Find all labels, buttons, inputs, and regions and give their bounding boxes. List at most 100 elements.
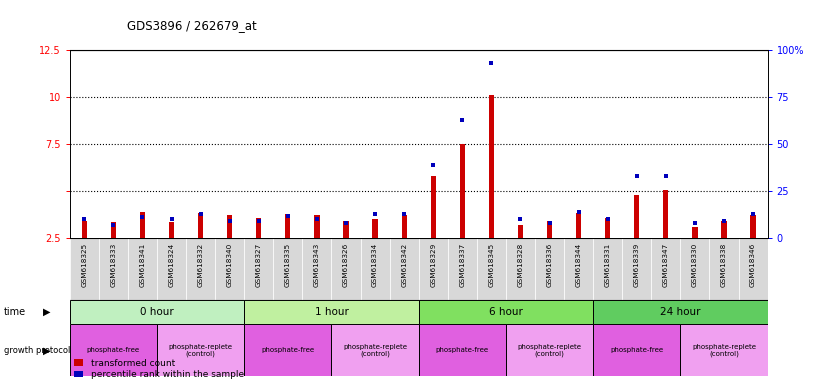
- Bar: [70, 300, 245, 324]
- Bar: [390, 238, 419, 300]
- Text: GSM618331: GSM618331: [605, 242, 611, 286]
- Bar: [750, 215, 755, 285]
- Bar: [593, 324, 681, 376]
- Point: [252, 218, 265, 224]
- Text: GSM618341: GSM618341: [140, 242, 145, 286]
- Bar: [169, 222, 174, 285]
- Text: phosphate-free: phosphate-free: [87, 348, 140, 353]
- Point: [165, 216, 178, 222]
- Bar: [547, 221, 553, 285]
- Text: GSM618325: GSM618325: [81, 242, 87, 286]
- Bar: [401, 215, 406, 285]
- Bar: [739, 238, 768, 300]
- Bar: [419, 238, 447, 300]
- Bar: [622, 238, 651, 300]
- Text: phosphate-replete
(control): phosphate-replete (control): [517, 344, 581, 357]
- Bar: [227, 215, 232, 285]
- Bar: [343, 221, 349, 285]
- Point: [514, 216, 527, 222]
- Bar: [681, 238, 709, 300]
- Text: phosphate-free: phosphate-free: [261, 348, 314, 353]
- Point: [543, 220, 556, 226]
- Point: [427, 162, 440, 168]
- Point: [310, 216, 323, 222]
- Bar: [302, 238, 332, 300]
- Text: GSM618332: GSM618332: [198, 242, 204, 286]
- Bar: [273, 238, 302, 300]
- Bar: [506, 324, 594, 376]
- Bar: [722, 221, 727, 285]
- Text: 1 hour: 1 hour: [314, 307, 348, 317]
- Bar: [70, 238, 99, 300]
- Bar: [373, 219, 378, 285]
- Point: [601, 216, 614, 222]
- Bar: [488, 95, 494, 285]
- Bar: [709, 238, 739, 300]
- Text: GSM618329: GSM618329: [430, 242, 436, 286]
- Bar: [518, 225, 523, 285]
- Bar: [360, 238, 390, 300]
- Text: GSM618336: GSM618336: [547, 242, 553, 286]
- Text: GSM618327: GSM618327: [256, 242, 262, 286]
- Bar: [332, 238, 360, 300]
- Point: [688, 220, 701, 226]
- Point: [194, 210, 207, 217]
- Text: GDS3896 / 262679_at: GDS3896 / 262679_at: [127, 19, 257, 32]
- Bar: [111, 222, 116, 285]
- Text: GSM618326: GSM618326: [343, 242, 349, 286]
- Bar: [564, 238, 594, 300]
- Bar: [594, 238, 622, 300]
- Text: GSM618346: GSM618346: [750, 242, 756, 286]
- Text: phosphate-replete
(control): phosphate-replete (control): [343, 344, 407, 357]
- Point: [572, 209, 585, 215]
- Text: 24 hour: 24 hour: [660, 307, 700, 317]
- Bar: [431, 176, 436, 285]
- Bar: [157, 324, 245, 376]
- Bar: [245, 324, 332, 376]
- Point: [659, 173, 672, 179]
- Text: ▶: ▶: [43, 307, 50, 317]
- Bar: [332, 324, 419, 376]
- Text: GSM618328: GSM618328: [517, 242, 524, 286]
- Bar: [605, 218, 610, 285]
- Point: [107, 222, 120, 228]
- Point: [485, 60, 498, 66]
- Bar: [140, 212, 145, 285]
- Text: GSM618335: GSM618335: [285, 242, 291, 286]
- Bar: [447, 238, 477, 300]
- Bar: [198, 213, 204, 285]
- Bar: [215, 238, 245, 300]
- Text: phosphate-free: phosphate-free: [436, 348, 488, 353]
- Text: time: time: [4, 307, 26, 317]
- Point: [282, 212, 295, 218]
- Text: phosphate-replete
(control): phosphate-replete (control): [692, 344, 756, 357]
- Text: GSM618330: GSM618330: [692, 242, 698, 286]
- Text: GSM618333: GSM618333: [110, 242, 117, 286]
- Text: GSM618338: GSM618338: [721, 242, 727, 286]
- Text: GSM618347: GSM618347: [663, 242, 669, 286]
- Bar: [419, 300, 594, 324]
- Text: GSM618344: GSM618344: [576, 242, 581, 286]
- Bar: [256, 218, 261, 285]
- Bar: [593, 300, 768, 324]
- Text: growth protocol: growth protocol: [4, 346, 71, 355]
- Bar: [82, 221, 87, 285]
- Text: GSM618339: GSM618339: [634, 242, 640, 286]
- Bar: [681, 324, 768, 376]
- Text: GSM618342: GSM618342: [401, 242, 407, 286]
- Text: GSM618337: GSM618337: [459, 242, 466, 286]
- Point: [631, 173, 644, 179]
- Bar: [70, 324, 157, 376]
- Point: [339, 220, 352, 226]
- Bar: [506, 238, 535, 300]
- Text: GSM618343: GSM618343: [314, 242, 320, 286]
- Legend: transformed count, percentile rank within the sample: transformed count, percentile rank withi…: [74, 359, 244, 379]
- Point: [223, 218, 236, 224]
- Bar: [99, 238, 128, 300]
- Text: GSM618345: GSM618345: [488, 242, 494, 286]
- Text: ▶: ▶: [43, 345, 50, 356]
- Bar: [651, 238, 681, 300]
- Bar: [128, 238, 157, 300]
- Bar: [245, 238, 273, 300]
- Point: [397, 210, 410, 217]
